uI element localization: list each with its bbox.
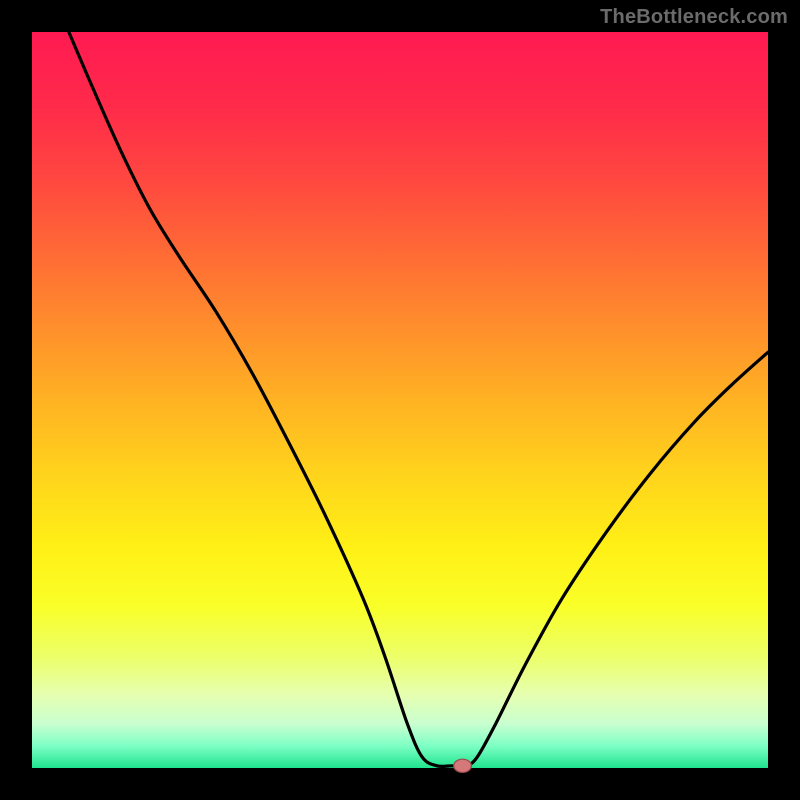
bottleneck-chart bbox=[0, 0, 800, 800]
gradient-background bbox=[32, 32, 768, 768]
optimal-marker bbox=[454, 759, 472, 772]
watermark-text: TheBottleneck.com bbox=[600, 6, 788, 29]
chart-container: TheBottleneck.com bbox=[0, 0, 800, 800]
